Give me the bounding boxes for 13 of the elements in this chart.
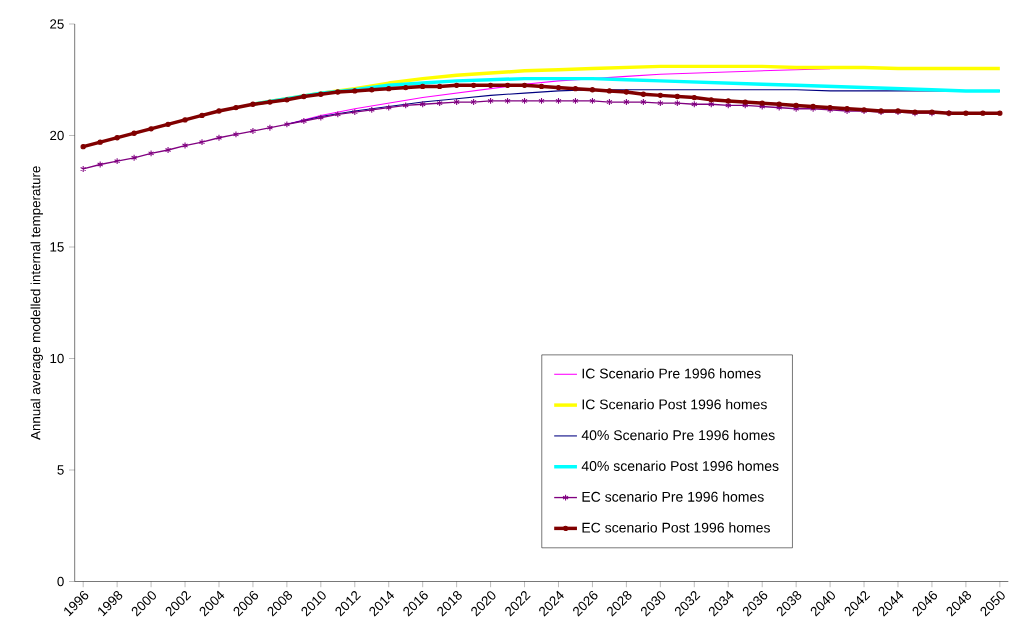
legend-label: 40% Scenario Pre 1996 homes <box>581 430 775 441</box>
legend-label: IC Scenario Pre 1996 homes <box>582 368 761 379</box>
legend-label: 40% scenario Post 1996 homes <box>581 460 779 472</box>
y-tick-label: 25 <box>50 19 64 29</box>
y-tick-label: 5 <box>57 465 64 475</box>
y-axis-title: Annual average modelled internal temperature <box>30 166 43 441</box>
y-tick-label: 15 <box>50 242 64 252</box>
y-tick-label: 10 <box>50 354 64 364</box>
legend-label: EC scenario Pre 1996 homes <box>582 491 764 503</box>
y-tick-label: 20 <box>50 131 64 141</box>
y-tick-label: 0 <box>57 577 64 587</box>
legend-label: IC Scenario Post 1996 homes <box>582 399 767 410</box>
legend-label: EC scenario Post 1996 homes <box>582 522 770 533</box>
